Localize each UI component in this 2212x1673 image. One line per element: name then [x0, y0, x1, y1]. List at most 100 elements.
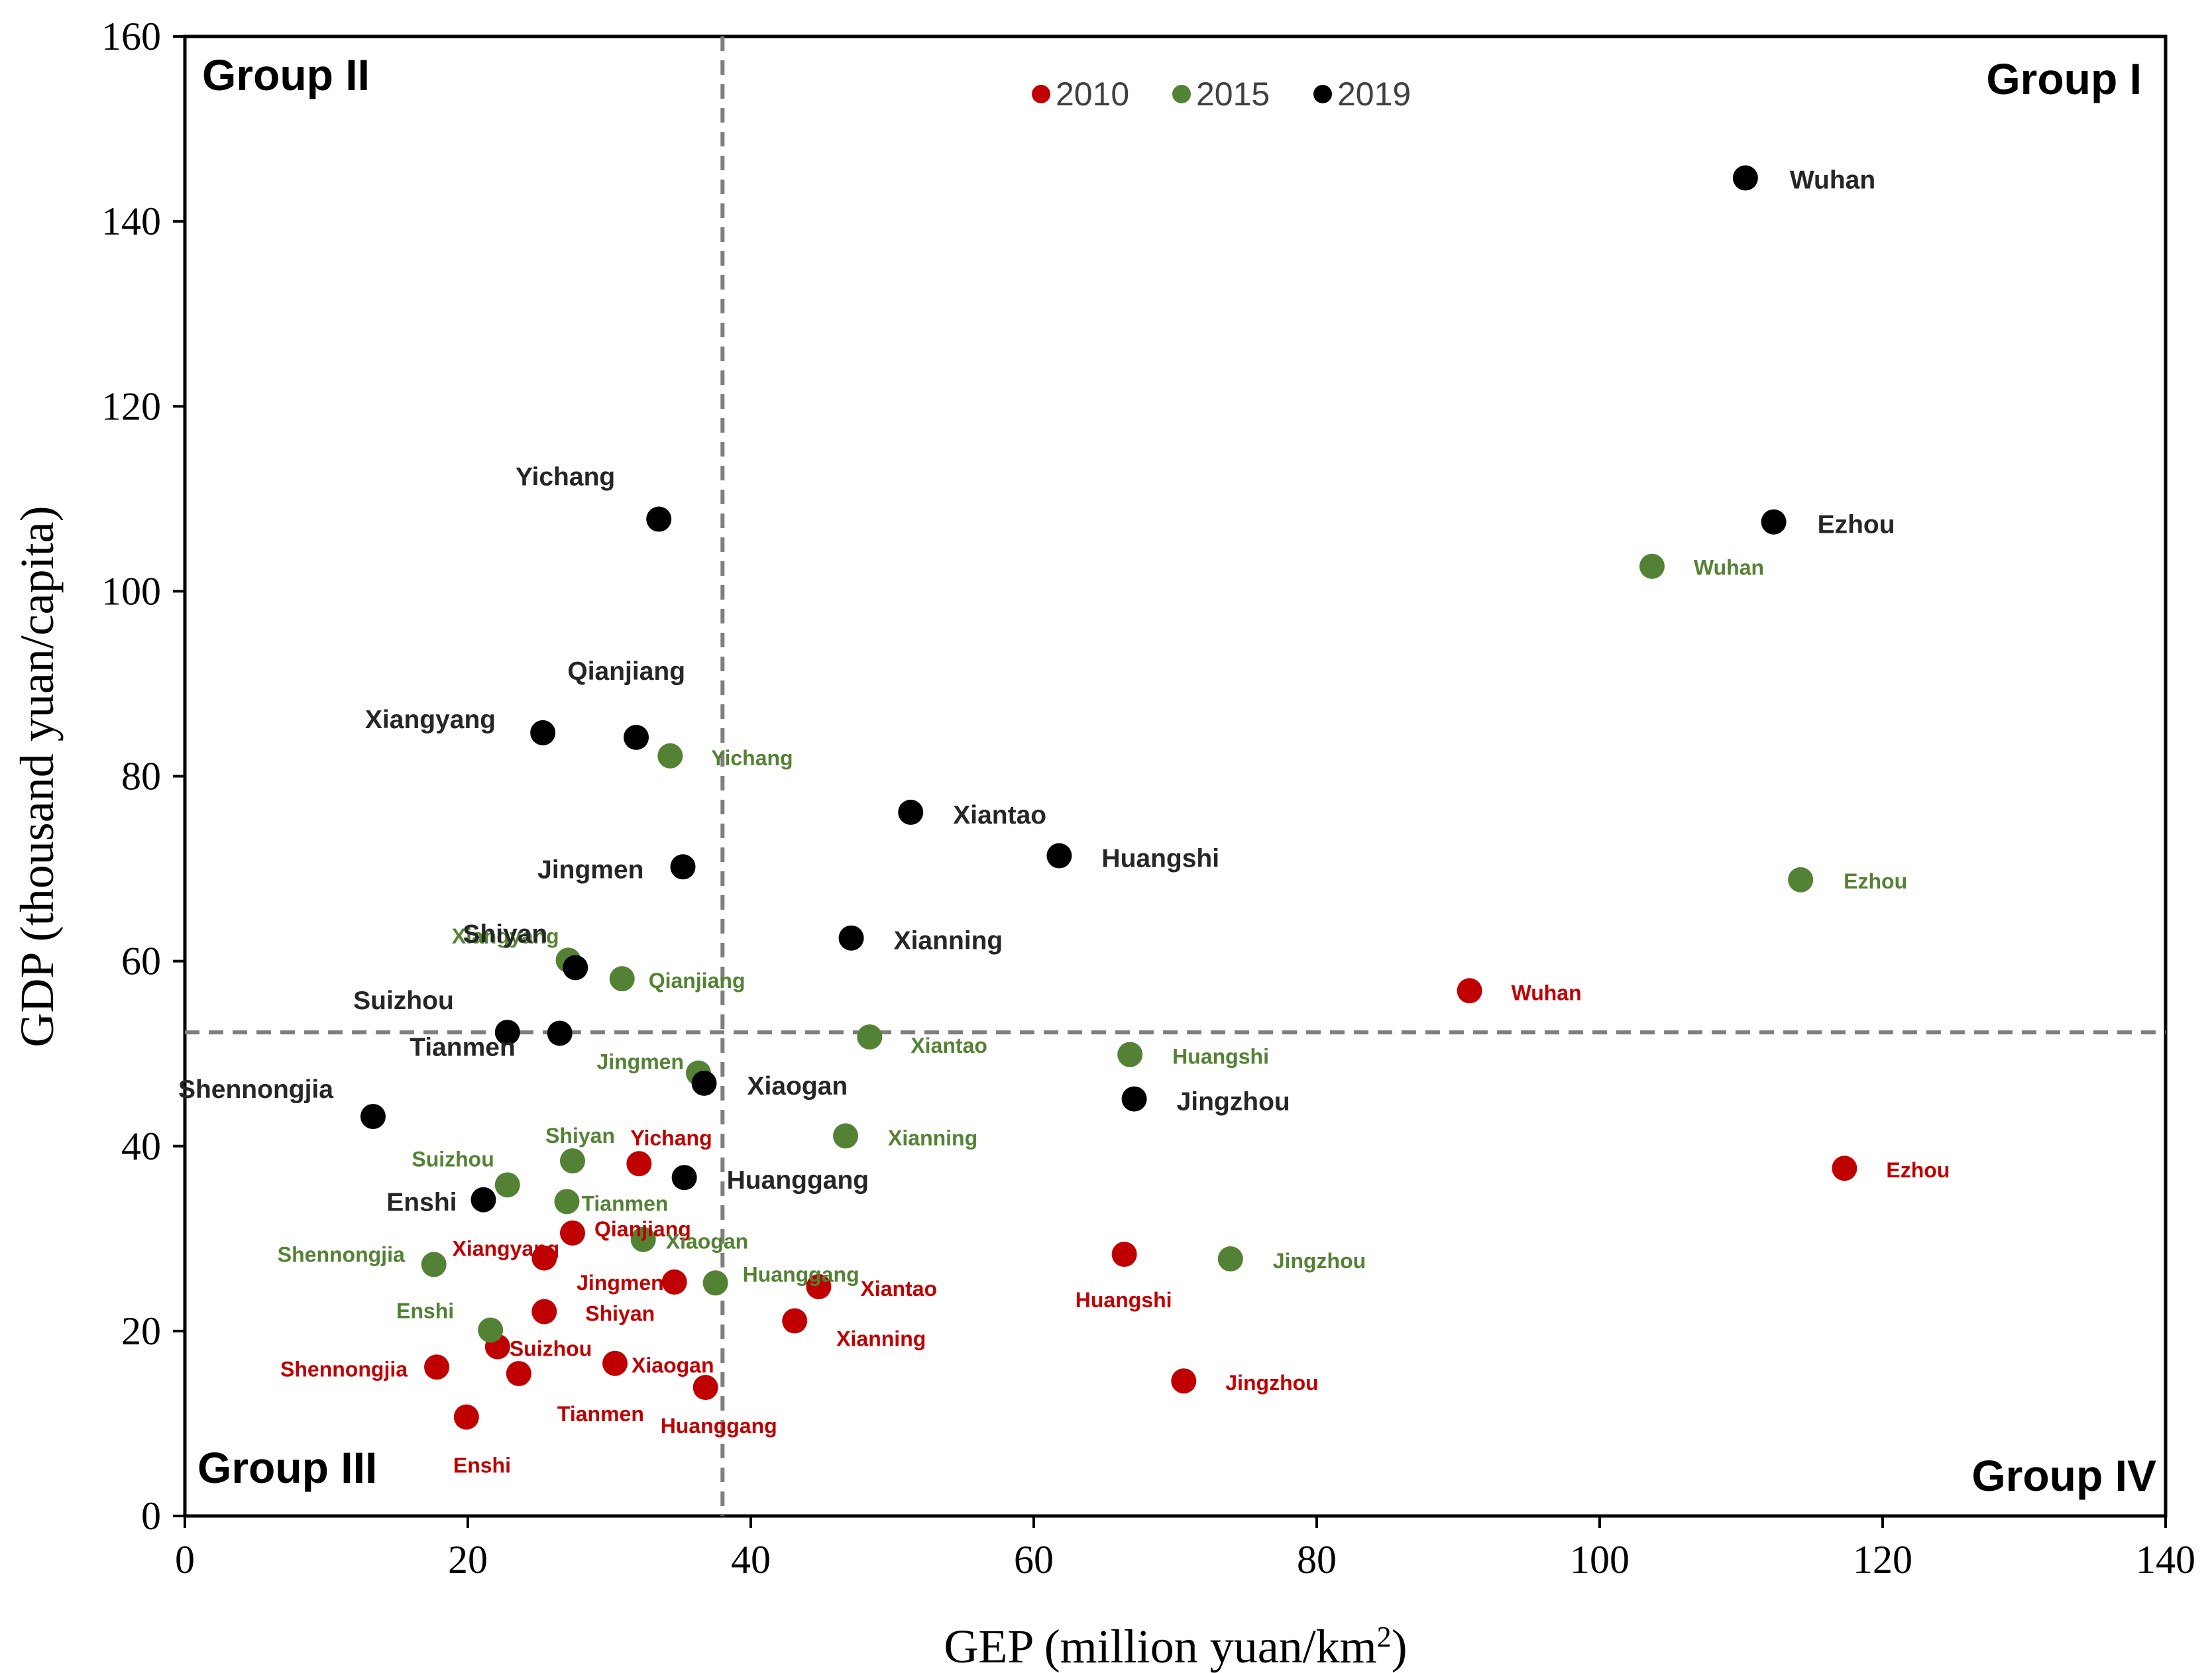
point-2015-yichang	[657, 743, 683, 769]
label-2019-tianmen: Tianmen	[410, 1033, 516, 1061]
y-tick-label: 160	[101, 15, 161, 58]
point-2019-xiangyang	[530, 720, 556, 745]
point-2015-enshi	[478, 1317, 504, 1343]
group-iv-label: Group IV	[1971, 1451, 2156, 1500]
label-2015-jingzhou: Jingzhou	[1273, 1249, 1366, 1273]
label-2019-ezhou: Ezhou	[1818, 511, 1895, 539]
y-tick-label: 80	[121, 755, 161, 798]
legend-label-2010: 2010	[1056, 76, 1129, 113]
label-2019-jingmen: Jingmen	[537, 855, 643, 884]
y-tick-label: 20	[121, 1309, 161, 1353]
x-tick-label: 140	[2136, 1538, 2195, 1582]
label-2010-huangshi: Huangshi	[1076, 1288, 1172, 1312]
label-2015-jingmen: Jingmen	[596, 1050, 684, 1073]
point-2019-huangshi	[1046, 843, 1072, 869]
label-2010-jingmen: Jingmen	[577, 1271, 664, 1295]
point-2015-suizhou	[494, 1172, 520, 1198]
label-2019-qianjiang: Qianjiang	[567, 657, 685, 686]
point-2010-wuhan	[1457, 978, 1482, 1004]
point-2010-xiaogan	[602, 1350, 628, 1376]
point-2019-wuhan	[1732, 165, 1758, 191]
label-2010-shennongjia: Shennongjia	[280, 1357, 408, 1381]
point-2019-yichang	[646, 506, 672, 532]
point-2010-xiantao	[806, 1273, 832, 1299]
point-2010-jingzhou	[1171, 1368, 1197, 1394]
point-2019-suizhou	[494, 1020, 520, 1046]
point-2019-ezhou	[1761, 509, 1787, 535]
label-2015-xianning: Xianning	[888, 1126, 977, 1150]
point-2019-xianning	[838, 925, 864, 951]
x-axis-title-superscript: 2	[1377, 1621, 1392, 1653]
label-2010-xiangyang: Xiangyang	[452, 1237, 559, 1261]
group-iii-label: Group III	[197, 1443, 377, 1492]
legend: 2010 2015 2019	[1032, 76, 1411, 113]
point-2010-huangshi	[1111, 1242, 1137, 1268]
point-2015-xiantao	[857, 1024, 883, 1050]
label-2019-shennongjia: Shennongjia	[178, 1075, 333, 1104]
label-2010-xiaogan: Xiaogan	[632, 1354, 714, 1377]
point-2015-xiaogan	[630, 1226, 656, 1252]
y-tick-label: 60	[121, 940, 161, 983]
label-2015-suizhou: Suizhou	[412, 1147, 494, 1171]
x-axis-title: GEP (million yuan/km2)	[944, 1620, 1407, 1673]
point-2015-shiyan	[559, 1148, 585, 1174]
y-tick-label: 100	[101, 569, 161, 613]
point-2010-enshi	[453, 1404, 479, 1430]
point-2019-shennongjia	[360, 1104, 386, 1130]
label-2010-xianning: Xianning	[836, 1327, 926, 1351]
label-2015-enshi: Enshi	[396, 1299, 454, 1322]
data-points	[360, 165, 1857, 1430]
label-2010-shiyan: Shiyan	[585, 1302, 655, 1326]
point-2010-xianning	[782, 1308, 808, 1334]
point-2010-ezhou	[1832, 1156, 1857, 1181]
legend-marker-2010	[1032, 85, 1050, 103]
point-2019-xiaogan	[691, 1070, 717, 1096]
label-2019-xiantao: Xiantao	[953, 801, 1046, 830]
legend-label-2015: 2015	[1196, 76, 1270, 113]
point-2019-tianmen	[547, 1020, 573, 1046]
point-2019-qianjiang	[624, 724, 649, 750]
point-2015-wuhan	[1639, 553, 1665, 579]
label-2010-huanggang: Huanggang	[661, 1414, 777, 1438]
x-tick-label: 60	[1014, 1538, 1054, 1582]
y-axis-title: GDP (thousand yuan/capita)	[11, 506, 64, 1047]
legend-marker-2019	[1313, 85, 1332, 103]
label-2015-huanggang: Huanggang	[743, 1262, 859, 1286]
label-2015-shiyan: Shiyan	[545, 1124, 615, 1148]
label-2015-qianjiang: Qianjiang	[649, 969, 746, 993]
x-tick-label: 40	[731, 1538, 771, 1582]
label-2015-ezhou: Ezhou	[1844, 869, 1907, 893]
point-2015-tianmen	[554, 1189, 580, 1214]
label-2019-shiyan: Shiyan	[463, 920, 547, 948]
point-2010-jingmen	[661, 1269, 687, 1295]
label-2019-xianning: Xianning	[894, 927, 1003, 955]
point-2019-jingzhou	[1121, 1086, 1147, 1112]
x-tick-label: 0	[175, 1538, 195, 1582]
point-labels: Wuhan Ezhou Huangshi Jingzhou Xiantao Xiannin…	[178, 166, 1950, 1478]
point-2010-shennongjia	[424, 1354, 450, 1380]
label-2019-huanggang: Huanggang	[727, 1166, 869, 1195]
label-2019-xiaogan: Xiaogan	[747, 1072, 848, 1101]
label-2019-enshi: Enshi	[386, 1189, 457, 1217]
label-2010-suizhou: Suizhou	[510, 1337, 592, 1361]
legend-label-2019: 2019	[1337, 76, 1411, 113]
y-tick-label: 40	[121, 1124, 161, 1168]
y-tick-label: 120	[101, 384, 161, 428]
group-i-label: Group I	[1986, 54, 2142, 103]
label-2015-tianmen: Tianmen	[581, 1191, 668, 1215]
label-2015-yichang: Yichang	[711, 746, 793, 770]
label-2015-xiantao: Xiantao	[911, 1034, 987, 1057]
label-2010-jingzhou: Jingzhou	[1225, 1371, 1318, 1395]
point-2010-huanggang	[692, 1375, 718, 1401]
label-2019-yichang: Yichang	[516, 463, 615, 492]
point-2010-qianjiang	[559, 1220, 585, 1246]
point-2015-ezhou	[1788, 867, 1814, 892]
label-2019-xiangyang: Xiangyang	[365, 706, 496, 734]
label-2015-huangshi: Huangshi	[1172, 1045, 1269, 1069]
point-2015-qianjiang	[609, 966, 635, 992]
label-2010-wuhan: Wuhan	[1512, 981, 1582, 1004]
point-2019-shiyan	[563, 955, 588, 981]
label-2015-shennongjia: Shennongjia	[278, 1242, 405, 1266]
